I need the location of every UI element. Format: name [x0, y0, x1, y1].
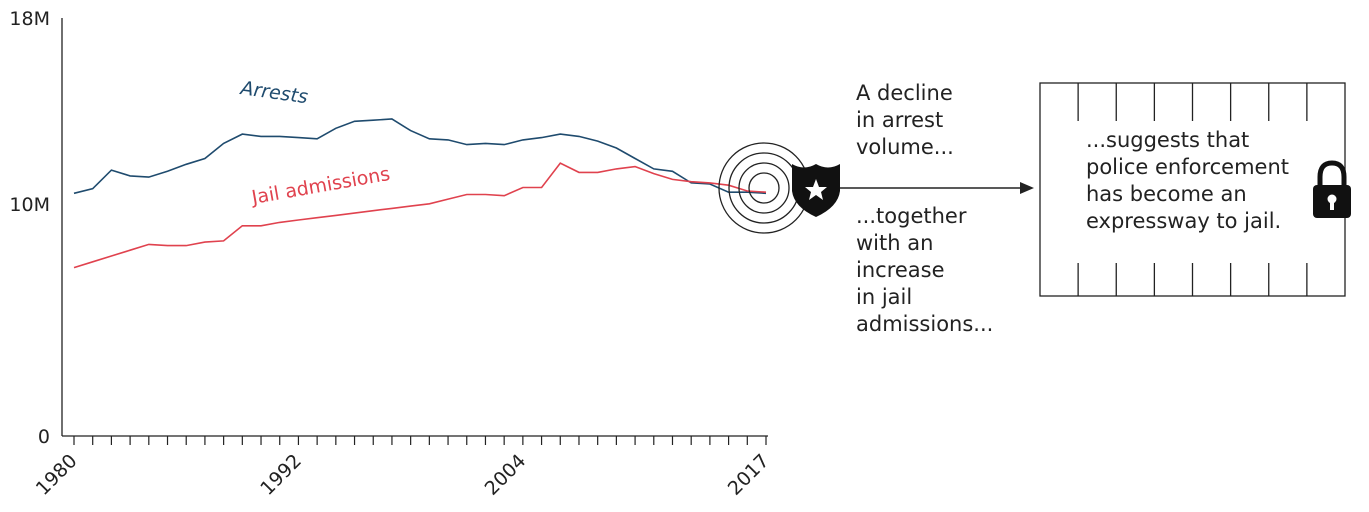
jail-admissions-line	[73, 162, 767, 269]
x-tick-label: 2017	[724, 450, 774, 500]
target-rings-icon	[718, 142, 810, 234]
x-tick-label: 2004	[481, 450, 531, 500]
cell-bars-bottom	[1077, 263, 1308, 296]
conclusion-annotation: ...suggests that police enforcement has …	[1086, 128, 1290, 233]
padlock-icon	[1313, 160, 1351, 218]
x-tick-labels: 1980 1992 2004 2017	[32, 450, 774, 500]
x-tick-label: 1992	[256, 450, 306, 500]
arrow-icon	[836, 182, 1034, 194]
y-tick-label: 18M	[9, 8, 50, 30]
jail-admissions-series-label: Jail admissions	[249, 163, 392, 209]
police-badge-icon	[792, 164, 840, 217]
y-tick-label: 0	[38, 426, 50, 448]
y-tick-label: 10M	[9, 194, 50, 216]
arrests-series-label: Arrests	[237, 77, 309, 108]
y-tick-labels: 0 10M 18M	[9, 8, 50, 448]
cell-bars-top	[1077, 83, 1308, 121]
decline-annotation: A decline in arrest volume...	[856, 81, 954, 159]
x-tick-label: 1980	[32, 450, 82, 500]
arrests-line	[73, 118, 767, 195]
x-ticks	[73, 436, 767, 445]
increase-annotation: ...together with an increase in jail adm…	[856, 204, 994, 336]
